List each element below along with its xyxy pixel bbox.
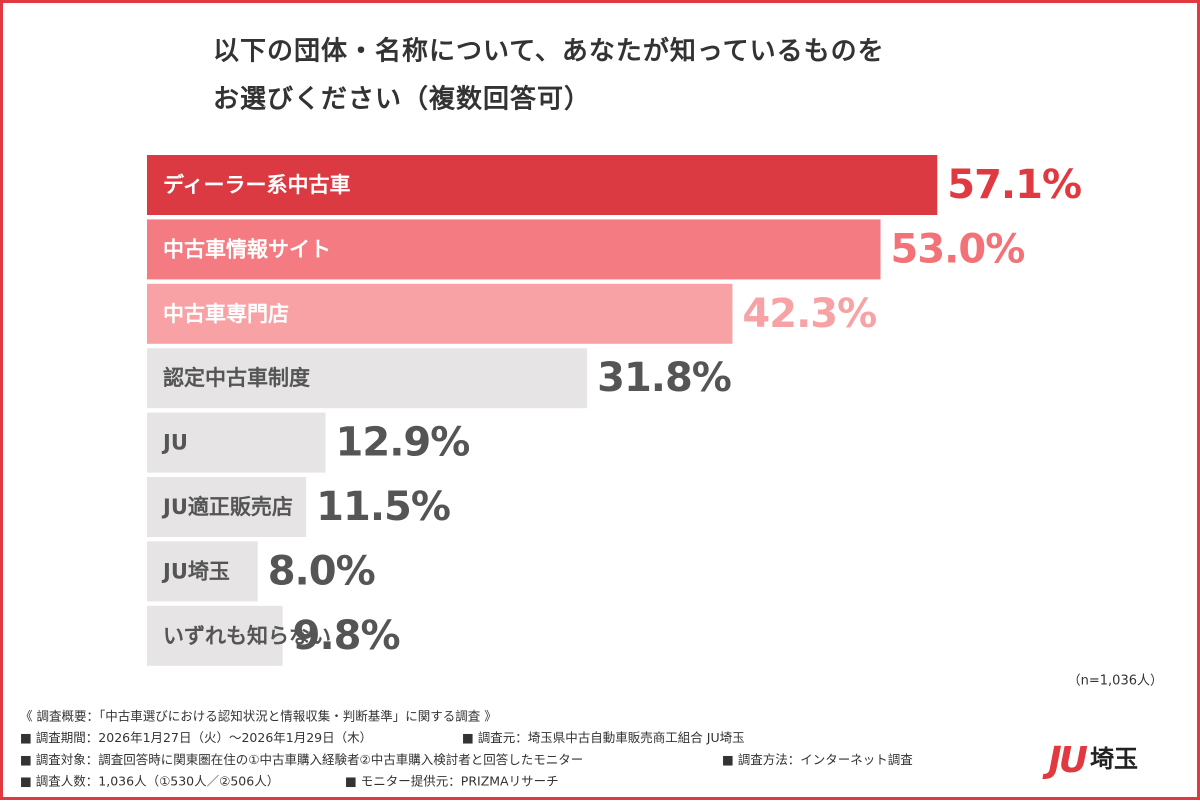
value-label: 11.5% (316, 484, 450, 530)
logo-text: 埼玉 (1090, 745, 1138, 773)
category-label: いずれも知らない (163, 624, 331, 648)
value-label: 9.8% (293, 613, 400, 659)
bar (147, 605, 283, 666)
footer-text: ■ 調査期間：2026年1月27日（火）〜2026年1月29日（木） (20, 730, 372, 745)
value-label: 42.3% (742, 291, 876, 337)
bar (147, 412, 326, 473)
bar (147, 219, 881, 280)
logo-mark: JU (1042, 740, 1087, 781)
footer-text: ■ 調査方法：インターネット調査 (722, 752, 913, 767)
bar (147, 155, 938, 215)
chart-title: 以下の団体・名称について、あなたが知っているものを (213, 36, 885, 67)
footer-text: ■ 調査人数：1,036人（①530人／②506人） (20, 774, 279, 789)
footer-text: ■ モニター提供元：PRIZMAリサーチ (345, 774, 559, 789)
value-label: 8.0% (268, 548, 375, 594)
category-label: 認定中古車制度 (163, 366, 310, 390)
footer-text: 《 調査概要：「中古車選びにおける認知状況と情報収集・判断基準」に関する調査 》 (20, 709, 497, 724)
category-label: ディーラー系中古車 (163, 173, 351, 197)
category-label: JU適正販売店 (161, 495, 293, 519)
value-label: 57.1% (947, 162, 1081, 208)
bar (147, 477, 307, 537)
bar (147, 541, 258, 602)
bar (147, 348, 588, 409)
value-label: 12.9% (336, 420, 470, 466)
footer-text: ■ 調査対象：調査回答時に関東圏在住の①中古車購入経験者②中古車購入検討者と回答… (20, 752, 583, 767)
category-label: 中古車専門店 (163, 302, 289, 326)
chart-title: お選びください（複数回答可） (213, 84, 591, 115)
category-label: JU埼玉 (161, 559, 230, 583)
category-label: 中古車情報サイト (163, 237, 331, 261)
sample-note: （n=1,036人） (1068, 674, 1163, 689)
bar (147, 283, 733, 344)
value-label: 53.0% (891, 226, 1025, 272)
category-label: JU (161, 431, 188, 455)
footer-text: ■ 調査元：埼玉県中古自動車販売商工組合 JU埼玉 (462, 730, 745, 745)
value-label: 31.8% (597, 355, 731, 401)
